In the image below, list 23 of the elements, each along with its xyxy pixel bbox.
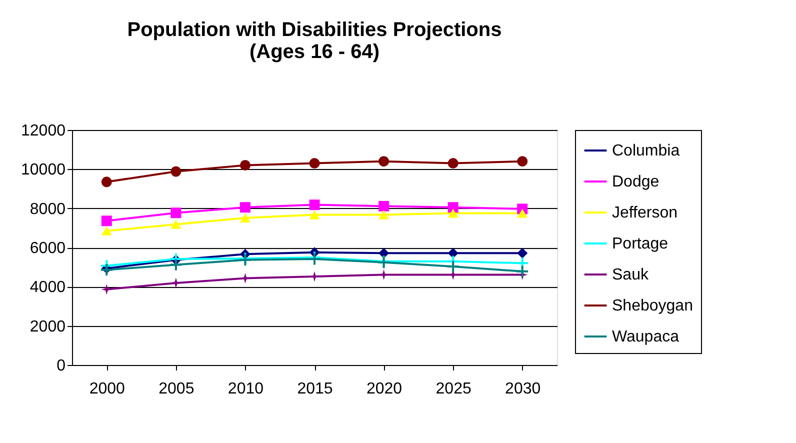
y-tick-label: 10000 [21,162,66,179]
y-tick-label: 12000 [21,122,66,140]
legend-label: Jefferson [612,204,678,222]
legend-label: Dodge [612,174,660,190]
text: Population with Disabilities Projections [127,19,502,41]
legend-label: Sheboygan [612,298,693,314]
legend-label: Waupaca [612,328,680,346]
y-tick-label: 6000 [30,240,66,257]
x-tick-label: 2025 [436,380,472,398]
y-tick-label: 2000 [30,318,66,336]
y-tick-label: 0 [56,358,66,374]
y-tick-label: 4000 [30,279,66,296]
x-tick-label: 2000 [89,380,126,398]
x-tick-label: 2015 [297,380,333,398]
text: (Ages 16 - 64) [249,41,380,63]
y-tick-label: 8000 [30,200,66,218]
legend-label: Columbia [612,142,680,160]
x-tick-label: 2010 [228,380,264,398]
legend-label: Portage [612,236,668,252]
x-tick-label: 2020 [366,380,402,398]
x-tick-label: 2030 [505,380,541,398]
legend-label: Sauk [612,266,650,284]
x-tick-label: 2005 [158,380,194,398]
